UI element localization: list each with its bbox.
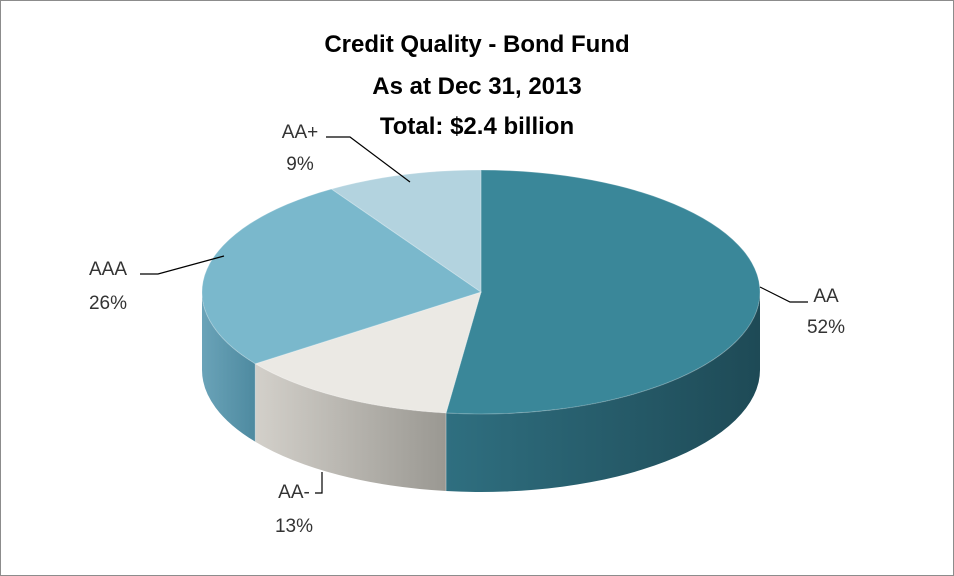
slice-label-aa-plus: AA+ xyxy=(282,122,318,143)
leader-line-aa-plus xyxy=(326,136,411,183)
chart-title-line-2: As at Dec 31, 2013 xyxy=(372,73,582,100)
pie-side-walls xyxy=(202,292,760,492)
pie-labels: AA 52% AA- 13% AAA 26% AA+ 9% xyxy=(89,122,845,537)
chart-title-line-3: Total: $2.4 billion xyxy=(379,113,575,140)
pie-slice-aa xyxy=(445,169,761,415)
pie-top xyxy=(201,169,761,415)
pie-slice-aa-minus xyxy=(254,291,482,414)
leader-line-aa-minus xyxy=(315,472,323,494)
slice-percent-aa: 52% xyxy=(807,317,845,338)
pie-side-aa xyxy=(446,292,760,492)
pie-side-aaa xyxy=(202,292,256,442)
slice-percent-aaa: 26% xyxy=(89,293,127,314)
pie-slice-aa-plus xyxy=(330,169,482,293)
slice-percent-aa-minus: 13% xyxy=(275,516,313,537)
slice-label-aa-minus: AA- xyxy=(278,482,310,503)
chart-title-line-1: Credit Quality - Bond Fund xyxy=(324,31,630,58)
leader-line-aa xyxy=(759,286,808,303)
pie-side-aa-minus xyxy=(255,363,447,492)
slice-label-aaa: AAA xyxy=(89,259,127,280)
slice-label-aa: AA xyxy=(813,286,839,307)
leader-line-aaa xyxy=(140,255,225,275)
slice-percent-aa-plus: 9% xyxy=(286,154,314,175)
pie-slice-aaa xyxy=(201,188,483,365)
